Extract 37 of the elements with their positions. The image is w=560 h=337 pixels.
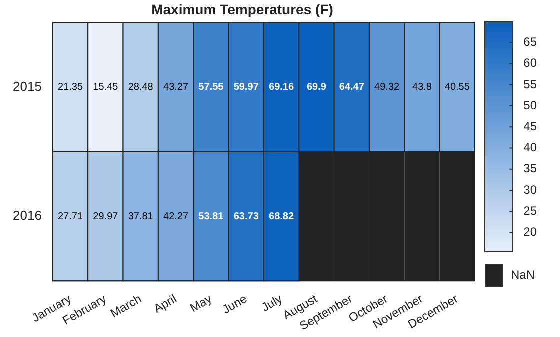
data-label: 43.8 xyxy=(412,82,432,94)
data-label: 29.97 xyxy=(93,211,119,222)
color-bar-label: 55 xyxy=(524,77,538,92)
color-bar-label: 50 xyxy=(524,98,538,112)
color-bar-label: 45 xyxy=(524,119,538,134)
x-tick-label: May xyxy=(188,292,214,316)
data-label: 37.81 xyxy=(128,211,154,222)
data-label: 15.45 xyxy=(93,82,119,94)
data-label: 49.32 xyxy=(374,82,400,94)
x-tick-label: July xyxy=(259,292,285,315)
x-tick-label: April xyxy=(151,292,180,316)
x-tick-label: June xyxy=(220,292,250,317)
data-label: 68.82 xyxy=(269,211,294,222)
data-label: 21.35 xyxy=(58,82,84,94)
color-bar-label: 65 xyxy=(524,35,538,50)
data-label: 63.73 xyxy=(234,211,260,222)
data-label: 57.55 xyxy=(198,82,224,94)
data-label: 64.47 xyxy=(339,82,365,94)
data-label: 69.9 xyxy=(306,82,327,94)
data-label: 43.27 xyxy=(164,82,189,94)
data-label: 40.55 xyxy=(444,82,470,94)
color-bar-label: 60 xyxy=(524,56,538,70)
color-bar-label: 40 xyxy=(524,140,538,155)
data-label: 27.71 xyxy=(58,211,84,222)
color-bar-label: 20 xyxy=(524,225,538,240)
chart-title: Maximum Temperatures (F) xyxy=(152,1,334,18)
y-tick-label: 2015 xyxy=(13,78,42,94)
data-label: 42.27 xyxy=(164,211,189,222)
color-bar-label: 30 xyxy=(524,182,538,197)
data-label: 59.97 xyxy=(234,82,260,94)
color-bar-label: 25 xyxy=(524,204,538,218)
text: NaN xyxy=(511,268,536,282)
y-tick-label: 2016 xyxy=(13,208,42,224)
color-bar-label: 35 xyxy=(524,162,538,176)
data-label: 28.48 xyxy=(128,82,154,94)
data-label: 69.16 xyxy=(269,82,294,94)
data-label: 53.81 xyxy=(198,211,224,222)
